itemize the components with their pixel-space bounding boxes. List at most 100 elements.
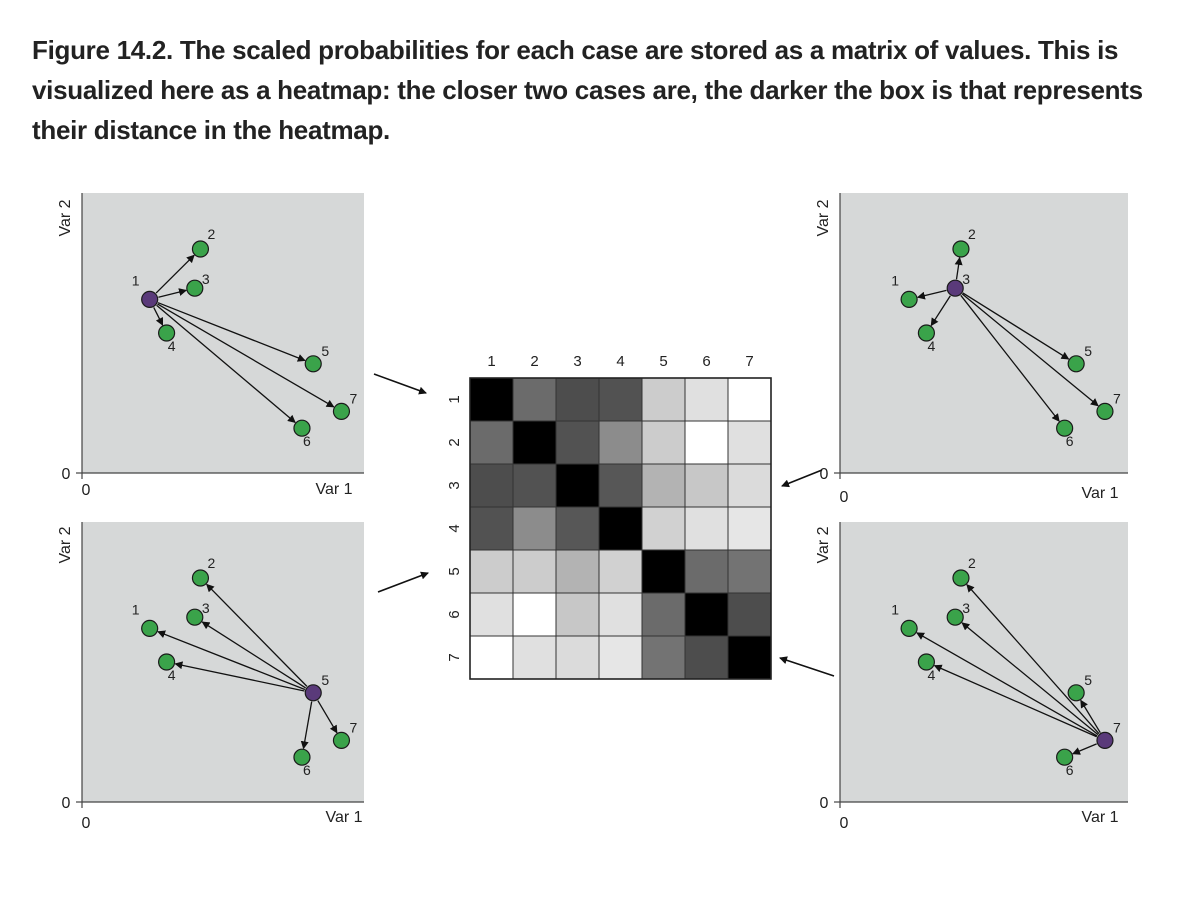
case-label-7: 7 [1113,719,1121,735]
case-point-6 [293,748,311,766]
distance-arrow-1-7 [157,303,335,408]
case-label-7: 7 [350,719,358,735]
heatmap-cell-3-6 [684,463,729,508]
case-point-3 [186,608,204,626]
heatmap-col-label-7: 7 [745,353,753,370]
x-origin-label: 0 [82,815,91,832]
y-origin-label: 0 [62,795,71,812]
heatmap-cell-4-5 [641,506,686,551]
case-label-2: 2 [208,226,216,242]
distance-arrow-7-6 [1072,743,1097,755]
heatmap: 1 1 2 2 3 3 4 4 5 5 6 6 7 7 [446,353,772,680]
heatmap-cell-3-4 [598,463,643,508]
heatmap-cell-2-3 [555,420,600,465]
case-label-5: 5 [1084,672,1092,688]
distance-arrow-7-2 [966,583,1100,735]
case-label-6: 6 [303,762,311,778]
case-label-2: 2 [208,555,216,571]
heatmap-cell-7-6 [684,635,729,680]
heatmap-cell-4-7 [727,506,772,551]
case-point-4 [917,324,936,342]
figure-caption: Figure 14.2. The scaled probabilities fo… [32,35,1143,145]
heatmap-cell-6-1 [469,592,514,637]
x-axis-label: Var 1 [1081,809,1118,826]
case-label-7: 7 [350,390,358,406]
heatmap-col-label-1: 1 [487,353,495,370]
case-point-2 [191,569,210,587]
case-point-1 [900,290,918,308]
heatmap-col-label-6: 6 [702,353,710,370]
heatmap-cell-3-1 [469,463,514,508]
case-point-3 [186,279,204,297]
distance-arrow-7-4 [933,664,1097,738]
heatmap-row-label-7: 7 [446,653,463,661]
heatmap-cell-2-5 [641,420,686,465]
case-label-7: 7 [1113,390,1121,406]
scatter-panel-bottom-left: Var 2 00 Var 1 1 2 3 4 5 6 7 [57,522,364,832]
case-label-6: 6 [1066,762,1074,778]
heatmap-cell-1-3 [555,377,600,422]
case-point-5 [1067,355,1085,373]
case-label-5: 5 [1084,343,1092,359]
heatmap-cell-6-7 [727,592,772,637]
case-point-7 [332,402,351,420]
heatmap-cell-4-1 [469,506,514,551]
distance-arrow-5-6 [300,701,313,750]
case-point-4 [158,653,176,671]
distance-arrow-3-7 [961,293,1099,407]
heatmap-cell-6-2 [512,592,557,637]
x-axis-label: Var 1 [315,481,352,498]
case-label-4: 4 [928,338,936,354]
case-label-1: 1 [891,601,899,617]
case-point-5 [1067,684,1085,702]
distance-arrow-1-4 [153,307,164,326]
case-point-7 [1096,402,1114,420]
case-point-6 [1056,748,1074,766]
panel-background [82,193,364,473]
heatmap-row-label-6: 6 [446,610,463,618]
heatmap-cell-6-3 [555,592,600,637]
scatter-panel-top-left: Var 2 00 Var 1 1 2 3 4 5 6 7 [57,193,364,499]
case-label-4: 4 [928,667,936,683]
case-label-1: 1 [132,272,140,288]
heatmap-cell-3-3 [555,463,600,508]
distance-arrow-1-6 [156,304,296,424]
case-point-6 [1056,419,1074,437]
connector-arrow-bottom-right [779,656,835,677]
heatmap-cell-1-5 [641,377,686,422]
case-point-7 [1096,731,1114,750]
distance-arrow-7-3 [961,622,1099,736]
heatmap-cell-7-3 [555,635,600,680]
heatmap-cell-1-1 [469,377,514,422]
distance-arrow-5-1 [157,630,306,691]
case-label-2: 2 [968,555,976,571]
heatmap-cell-7-2 [512,635,557,680]
x-origin-label: 0 [840,815,849,832]
case-label-2: 2 [968,226,976,242]
connector-arrow-top-left [373,373,427,395]
scatter-panel-bottom-right: Var 2 00 Var 1 1 2 3 4 5 6 7 [815,522,1128,832]
x-axis-label: Var 1 [1081,485,1118,502]
heatmap-cell-2-6 [684,420,729,465]
heatmap-cell-7-1 [469,635,514,680]
case-point-2 [191,240,210,258]
heatmap-row-label-3: 3 [446,481,463,489]
case-point-5 [304,684,322,702]
case-label-6: 6 [1066,433,1074,449]
case-label-1: 1 [891,272,899,288]
heatmap-cell-4-6 [684,506,729,551]
distance-arrow-7-5 [1080,699,1101,734]
heatmap-cell-1-6 [684,377,729,422]
distance-arrow-7-1 [916,632,1098,737]
heatmap-cell-6-5 [641,592,686,637]
heatmap-col-label-3: 3 [573,353,581,370]
x-axis-label: Var 1 [325,809,362,826]
case-point-2 [952,569,970,587]
case-label-6: 6 [303,433,311,449]
heatmap-cell-4-3 [555,506,600,551]
heatmap-cell-5-3 [555,549,600,594]
case-label-4: 4 [168,667,176,683]
distance-arrow-3-6 [960,294,1060,422]
case-label-3: 3 [202,271,210,287]
heatmap-cell-2-1 [469,420,514,465]
